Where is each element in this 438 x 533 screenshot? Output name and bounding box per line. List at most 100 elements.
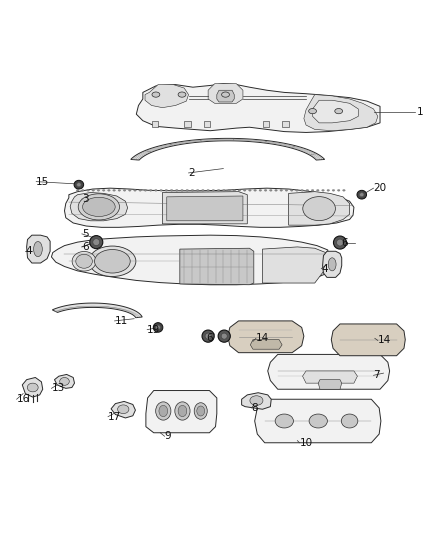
Ellipse shape bbox=[92, 189, 95, 191]
Ellipse shape bbox=[34, 241, 42, 257]
Text: 8: 8 bbox=[252, 403, 258, 413]
Ellipse shape bbox=[328, 258, 336, 271]
Polygon shape bbox=[242, 393, 271, 409]
Ellipse shape bbox=[309, 109, 317, 114]
Ellipse shape bbox=[95, 249, 130, 273]
Polygon shape bbox=[180, 248, 254, 285]
Ellipse shape bbox=[93, 239, 100, 246]
Ellipse shape bbox=[194, 403, 207, 419]
Ellipse shape bbox=[156, 325, 160, 329]
Text: 6: 6 bbox=[206, 333, 212, 343]
Polygon shape bbox=[228, 321, 304, 353]
Ellipse shape bbox=[280, 189, 283, 191]
Ellipse shape bbox=[87, 189, 89, 191]
Ellipse shape bbox=[152, 92, 160, 97]
Ellipse shape bbox=[117, 405, 129, 414]
Text: 4: 4 bbox=[25, 246, 32, 256]
Ellipse shape bbox=[139, 189, 141, 191]
Ellipse shape bbox=[74, 180, 84, 189]
Text: 7: 7 bbox=[374, 370, 380, 381]
Text: 16: 16 bbox=[17, 394, 30, 404]
Polygon shape bbox=[254, 399, 381, 443]
Polygon shape bbox=[289, 192, 350, 225]
Polygon shape bbox=[208, 84, 243, 103]
Ellipse shape bbox=[254, 189, 256, 191]
Polygon shape bbox=[162, 192, 247, 224]
Text: 15: 15 bbox=[36, 176, 49, 187]
Polygon shape bbox=[262, 120, 269, 127]
Ellipse shape bbox=[102, 189, 105, 191]
Ellipse shape bbox=[89, 246, 136, 277]
Ellipse shape bbox=[186, 189, 188, 191]
Ellipse shape bbox=[249, 189, 251, 191]
Polygon shape bbox=[304, 94, 378, 131]
Ellipse shape bbox=[259, 189, 261, 191]
Polygon shape bbox=[52, 303, 142, 318]
Ellipse shape bbox=[97, 189, 100, 191]
Ellipse shape bbox=[317, 189, 319, 191]
Polygon shape bbox=[313, 100, 358, 123]
Ellipse shape bbox=[343, 189, 345, 191]
Text: 10: 10 bbox=[300, 438, 313, 448]
Ellipse shape bbox=[108, 189, 110, 191]
Text: 19: 19 bbox=[147, 325, 160, 335]
Ellipse shape bbox=[159, 405, 168, 417]
Ellipse shape bbox=[128, 189, 131, 191]
Polygon shape bbox=[322, 251, 342, 277]
Ellipse shape bbox=[306, 189, 309, 191]
Text: 20: 20 bbox=[374, 183, 387, 193]
Ellipse shape bbox=[149, 189, 152, 191]
Ellipse shape bbox=[269, 189, 272, 191]
Ellipse shape bbox=[341, 414, 358, 428]
Ellipse shape bbox=[238, 189, 241, 191]
Ellipse shape bbox=[201, 189, 204, 191]
Ellipse shape bbox=[223, 189, 225, 191]
Ellipse shape bbox=[72, 252, 96, 271]
Ellipse shape bbox=[81, 189, 84, 191]
Ellipse shape bbox=[290, 189, 293, 191]
Ellipse shape bbox=[90, 236, 103, 249]
Ellipse shape bbox=[60, 377, 69, 385]
Ellipse shape bbox=[155, 189, 157, 191]
Text: 14: 14 bbox=[378, 335, 391, 345]
Ellipse shape bbox=[360, 193, 364, 197]
Ellipse shape bbox=[301, 189, 304, 191]
Text: 1: 1 bbox=[417, 107, 424, 117]
Ellipse shape bbox=[202, 330, 214, 342]
Polygon shape bbox=[54, 375, 74, 389]
Text: 5: 5 bbox=[82, 229, 88, 239]
Ellipse shape bbox=[207, 189, 209, 191]
Ellipse shape bbox=[178, 405, 187, 417]
Ellipse shape bbox=[170, 189, 173, 191]
Ellipse shape bbox=[233, 189, 236, 191]
Ellipse shape bbox=[153, 322, 163, 332]
Ellipse shape bbox=[27, 383, 38, 392]
Ellipse shape bbox=[212, 189, 215, 191]
Ellipse shape bbox=[285, 189, 288, 191]
Ellipse shape bbox=[155, 402, 171, 420]
Ellipse shape bbox=[357, 190, 367, 199]
Ellipse shape bbox=[337, 189, 340, 191]
Text: 17: 17 bbox=[108, 411, 121, 422]
Polygon shape bbox=[331, 324, 405, 356]
Text: 13: 13 bbox=[51, 383, 65, 393]
Polygon shape bbox=[136, 84, 380, 133]
Ellipse shape bbox=[218, 330, 230, 342]
Ellipse shape bbox=[205, 333, 211, 339]
Ellipse shape bbox=[175, 402, 190, 420]
Polygon shape bbox=[70, 192, 127, 221]
Ellipse shape bbox=[165, 189, 168, 191]
Polygon shape bbox=[111, 401, 135, 418]
Polygon shape bbox=[251, 340, 282, 349]
Ellipse shape bbox=[309, 414, 327, 428]
Ellipse shape bbox=[336, 239, 343, 246]
Ellipse shape bbox=[76, 254, 92, 268]
Ellipse shape bbox=[217, 189, 220, 191]
Ellipse shape bbox=[333, 236, 346, 249]
Polygon shape bbox=[131, 139, 325, 160]
Text: 6: 6 bbox=[82, 242, 88, 252]
Ellipse shape bbox=[332, 189, 335, 191]
Polygon shape bbox=[152, 120, 158, 127]
Ellipse shape bbox=[197, 406, 205, 416]
Ellipse shape bbox=[82, 197, 115, 216]
